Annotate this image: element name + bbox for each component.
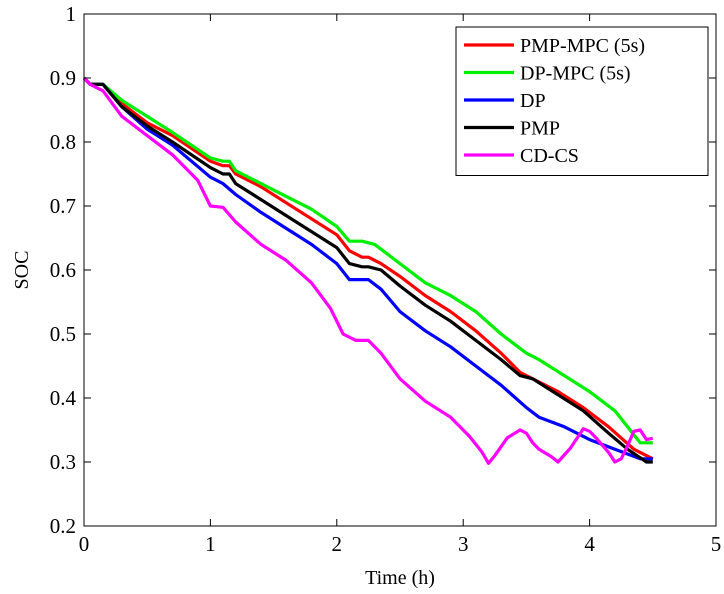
legend-label-1: PMP-MPC (5s)	[520, 35, 645, 57]
y-tick-label: 0.2	[50, 514, 76, 538]
ticks-layer: 0 1 2 3 4 5 0.2 0.3 0.4 0.5 0.6 0.7 0.8 0.9 1	[50, 2, 722, 556]
x-tick-label: 5	[711, 532, 722, 556]
legend-label-2: DP-MPC (5s)	[520, 63, 631, 85]
legend-label-3: DP	[520, 90, 546, 112]
y-tick-label: 0.7	[50, 194, 76, 218]
x-tick-label: 4	[584, 532, 595, 556]
y-tick-label: 0.5	[50, 322, 76, 346]
y-tick-label: 0.4	[50, 386, 77, 410]
series-layer	[82, 76, 654, 465]
series-line-4	[82, 76, 653, 464]
y-tick-label: 0.9	[50, 66, 76, 90]
x-tick-label: 3	[458, 532, 469, 556]
series-line-3	[82, 76, 653, 461]
y-axis-label: SOC	[11, 251, 33, 290]
legend-label-5: CD-CS	[520, 145, 579, 167]
legend-label-4: PMP	[520, 118, 560, 140]
y-tick-label: 0.6	[50, 258, 76, 282]
series-line-5	[82, 76, 654, 465]
x-tick-label: 0	[79, 532, 90, 556]
legend: PMP-MPC (5s) DP-MPC (5s) DP PMP CD-CS	[455, 26, 709, 176]
x-tick-label: 2	[332, 532, 343, 556]
x-tick-label: 1	[205, 532, 216, 556]
y-tick-label: 0.3	[50, 450, 76, 474]
y-tick-label: 0.8	[50, 130, 76, 154]
series-line-2	[82, 76, 653, 445]
x-axis-label: Time (h)	[365, 567, 435, 589]
y-tick-label: 1	[66, 2, 77, 26]
